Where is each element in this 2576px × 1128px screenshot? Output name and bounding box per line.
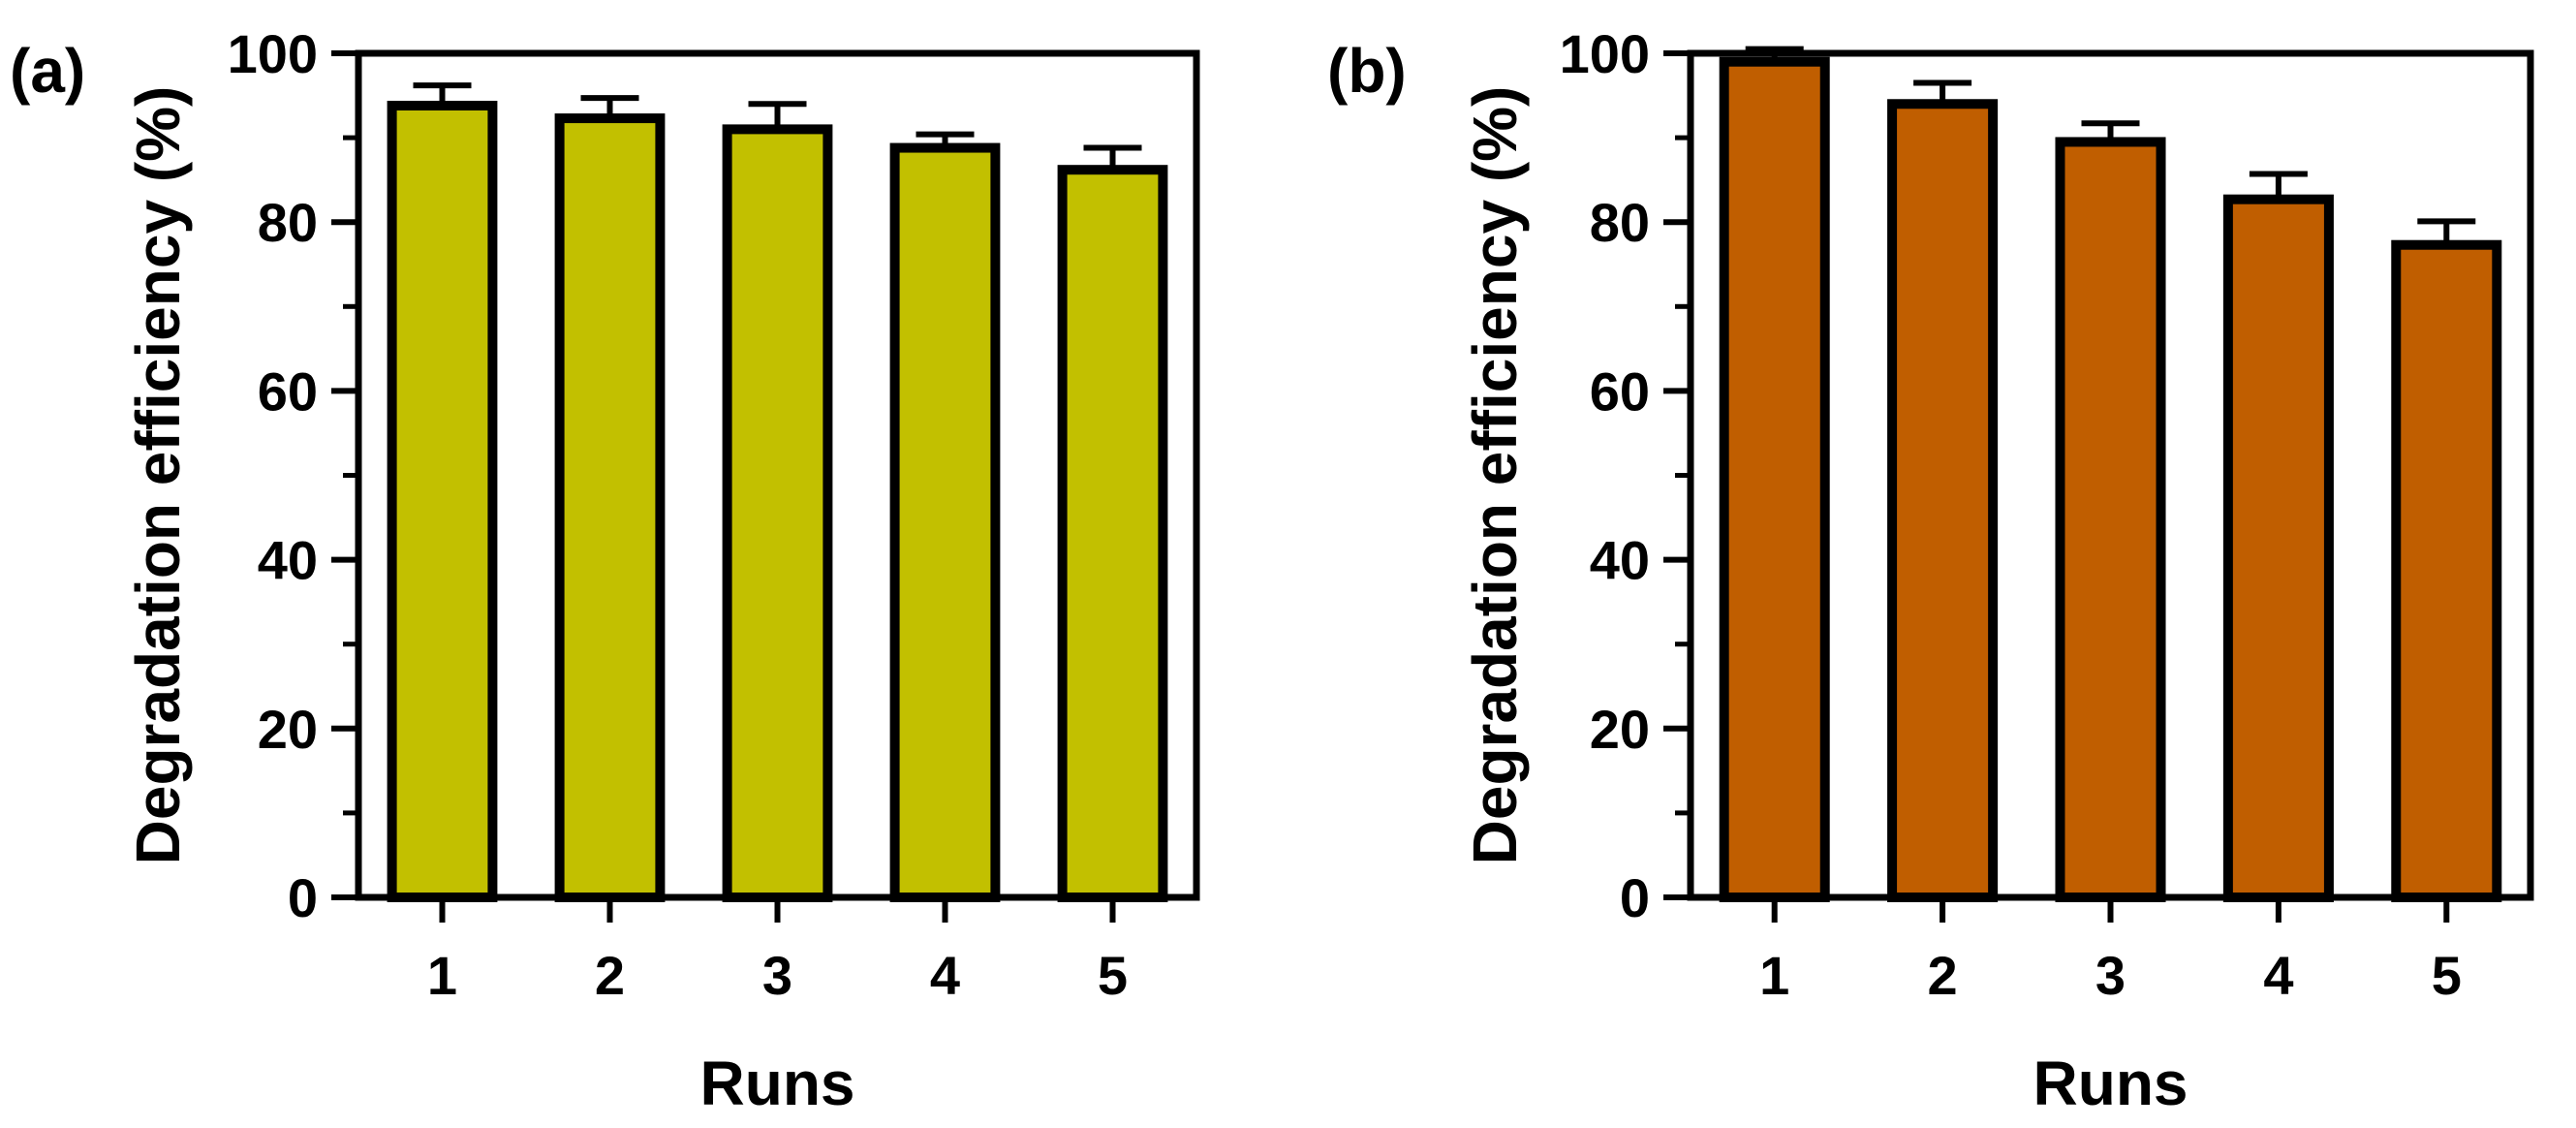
panel-b-y-tick-label: 20 [1590,699,1650,760]
panel-a-x-tick-label: 3 [762,945,792,1006]
panel-b-y-tick-label: 0 [1620,867,1650,928]
panel-a-bar-run-5 [1057,165,1168,902]
panel-a-bar-run-1 [387,101,498,902]
panel-b-bar-run-4 [2222,194,2334,903]
panel-a-chart: (a) 1 2 3 4 5 0 20 40 60 80 100 Degradation efficien… [10,23,1200,1118]
panel-a-x-axis-title: Runs [700,1049,855,1118]
panel-a-x-tick-label: 4 [930,945,960,1006]
panel-a-y-tick-label: 100 [228,23,318,84]
panel-b-y-tick-label: 80 [1590,192,1650,253]
panel-b-bar-run-1 [1719,56,1830,902]
panel-a-x-tick-label: 1 [427,945,457,1006]
panel-b-label: (b) [1327,36,1407,106]
panel-b-bar-run-2 [1887,99,1999,902]
panel-b-x-tick-label: 4 [2263,945,2293,1006]
panel-a-y-axis-title: Degradation efficiency (%) [123,86,193,865]
panel-b-bar-run-3 [2055,137,2166,902]
panel-b-y-tick-label: 100 [1560,23,1650,84]
panel-b-x-axis-title: Runs [2033,1049,2188,1118]
panel-a-y-tick-label: 40 [258,530,318,591]
panel-b-x-tick-label: 2 [1928,945,1958,1006]
panel-a-bar-run-3 [722,124,833,902]
panel-b-x-tick-label: 3 [2095,945,2126,1006]
panel-b-y-tick-label: 40 [1590,530,1650,591]
panel-b-bar-run-5 [2391,239,2502,903]
panel-b-x-tick-label: 1 [1759,945,1789,1006]
panel-a-x-tick-label: 2 [595,945,625,1006]
panel-a-y-tick-label: 60 [258,360,318,422]
panel-a-x-tick-label: 5 [1098,945,1128,1006]
panel-b-x-tick-label: 5 [2432,945,2462,1006]
panel-a-y-tick-label: 20 [258,699,318,760]
panel-a-label: (a) [10,36,85,106]
panel-a-bar-run-4 [889,142,1001,902]
panel-a-bar-run-2 [554,113,666,902]
panel-b-chart: (b) 1 2 3 4 5 0 20 40 60 80 100 Degradation efficien… [1327,23,2534,1118]
panel-b-y-tick-label: 60 [1590,360,1650,422]
panel-a-y-tick-label: 0 [288,867,318,928]
panel-a-y-tick-label: 80 [258,192,318,253]
panel-b-y-axis-title: Degradation efficiency (%) [1460,86,1530,865]
